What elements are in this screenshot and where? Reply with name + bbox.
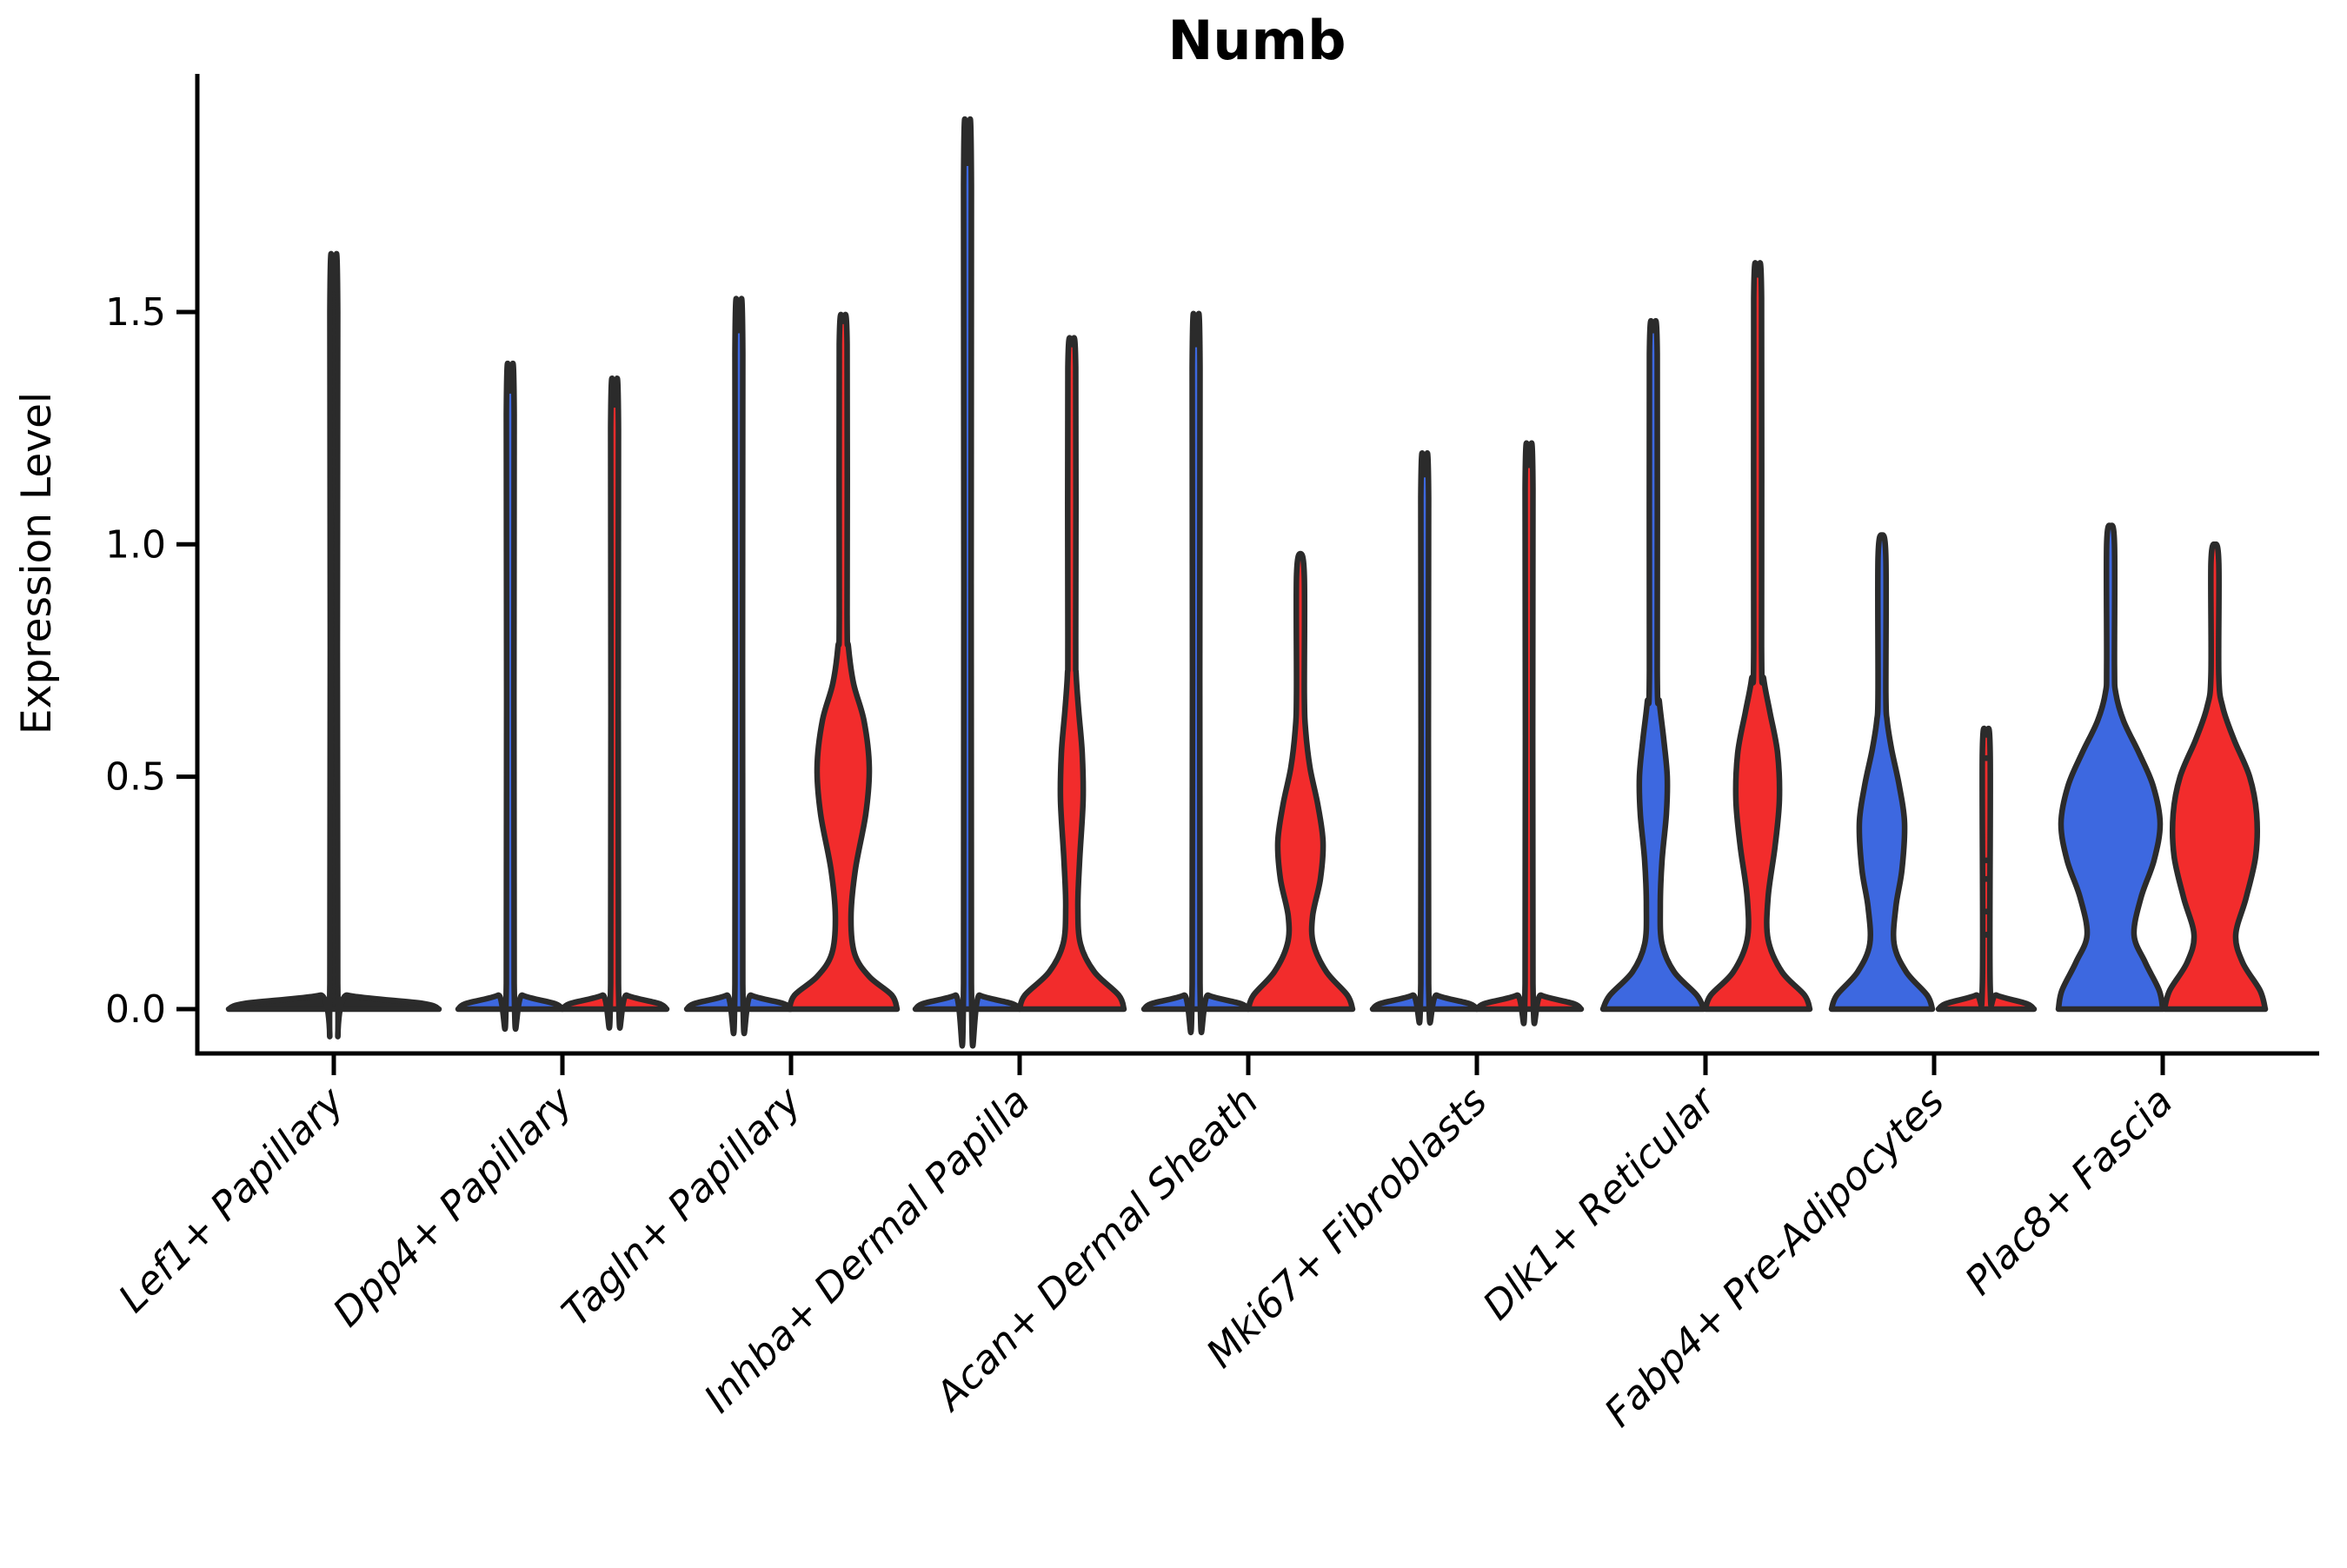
y-axis-label: Expression Level [13, 392, 61, 734]
violin-tagln-papillary-red [786, 311, 901, 1013]
chart-title: Numb [1167, 9, 1346, 72]
x-tick-label-plac8-fascia: Plac8+ Fascia [1956, 1078, 2182, 1304]
violin-plac8-fascia-blue [2055, 522, 2166, 1013]
x-tick-label-dlk1-reticular: Dlk1+ Reticular [1473, 1077, 1725, 1329]
data-point-fabp4-pre-adipocytes-red [1983, 754, 1990, 761]
y-tick-label: 0.5 [105, 755, 166, 800]
y-tick-label: 1.5 [105, 290, 166, 335]
violin-mki67-fibroblasts-blue [1369, 450, 1480, 1026]
violin-tagln-papillary-blue [683, 296, 795, 1037]
violin-acan-dermal-sheath-red [1245, 550, 1356, 1013]
violin-plac8-fascia-red [2161, 541, 2269, 1013]
violin-inhba-dermal-papilla-blue [912, 116, 1023, 1049]
violin-dpp4-papillary-blue [455, 360, 566, 1032]
violin-fabp4-pre-adipocytes-red [1935, 725, 2038, 1013]
data-point-fabp4-pre-adipocytes-red [1983, 932, 1990, 938]
y-tick-label: 0.0 [105, 987, 166, 1032]
axes-layer [195, 74, 2319, 1056]
violin-lef1-papillary-dark [225, 250, 442, 1040]
data-point-fabp4-pre-adipocytes-red [1983, 875, 1990, 882]
x-tick-label-lef1-papillary: Lef1+ Papillary [110, 1077, 354, 1321]
violin-dlk1-reticular-blue [1599, 317, 1707, 1013]
y-tick-label: 1.0 [105, 522, 166, 567]
x-tick-label-dpp4-papillary: Dpp4+ Papillary [324, 1077, 582, 1335]
violin-dpp4-papillary-red [559, 375, 670, 1031]
data-point-fabp4-pre-adipocytes-red [1983, 908, 1990, 915]
x-tick-label-tagln-papillary: Tagln+ Papillary [553, 1077, 811, 1335]
data-point-fabp4-pre-adipocytes-red [1983, 857, 1990, 864]
violin-mki67-fibroblasts-red [1473, 440, 1585, 1027]
violin-acan-dermal-sheath-blue [1140, 310, 1252, 1035]
violin-inhba-dermal-papilla-red [1016, 335, 1127, 1013]
violins-layer [225, 116, 2269, 1049]
violin-fabp4-pre-adipocytes-blue [1828, 532, 1936, 1013]
violin-dlk1-reticular-red [1702, 260, 1813, 1013]
